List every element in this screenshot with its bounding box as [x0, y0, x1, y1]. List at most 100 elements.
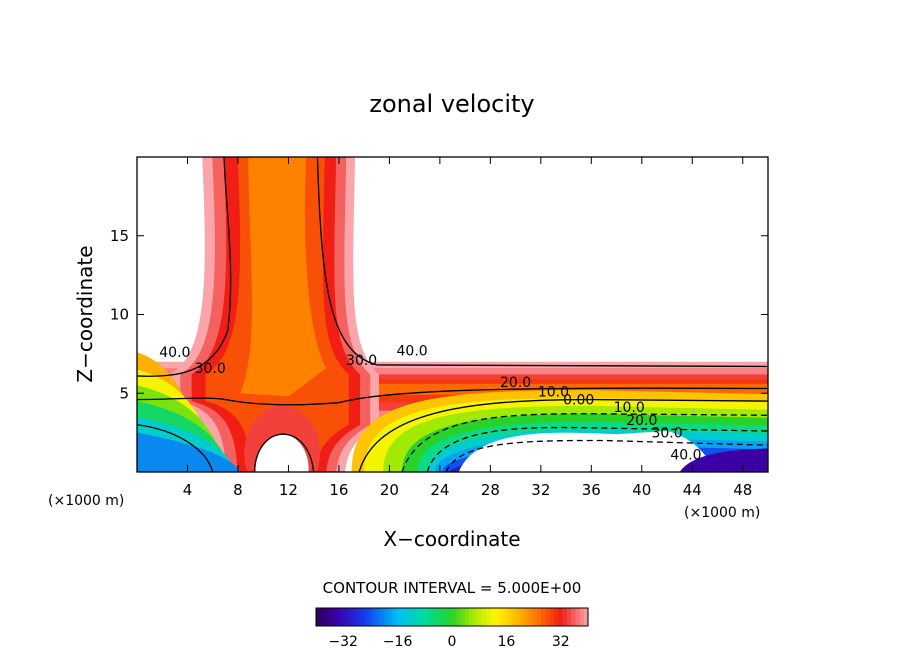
colorbar-cell — [320, 608, 325, 626]
contour-band — [137, 383, 768, 395]
colorbar-cell — [507, 608, 512, 626]
colorbar-cell — [333, 608, 338, 626]
colorbar-cell — [358, 608, 364, 626]
x-axis: 4 8 12 16 20 24 28 32 36 40 44 48 — [183, 157, 752, 499]
colorbar-cell — [430, 608, 436, 626]
colorbar-cell — [520, 608, 525, 626]
contour-label: 20.0 — [500, 375, 531, 391]
y-tick-label: 10 — [110, 306, 129, 324]
colorbar-cell — [426, 608, 432, 626]
colorbar-cell — [409, 608, 415, 626]
y-tick-label: 5 — [119, 384, 129, 402]
colorbar-cell — [494, 608, 500, 626]
colorbar-cell — [477, 608, 483, 626]
contour-label: 10.0 — [538, 384, 569, 400]
colorbar-cell — [558, 608, 563, 626]
contour-label-layer: 40.030.0 30.040.020.010.00.00 10.020.030.0… — [159, 343, 701, 463]
colorbar-cell — [413, 608, 419, 626]
colorbar: −32 −16 0 16 32 — [315, 607, 589, 650]
colorbar-tick-label: 0 — [448, 634, 457, 650]
colorbar-cell — [490, 608, 495, 626]
contour-line — [401, 413, 768, 472]
x-tick-label: 48 — [733, 481, 752, 499]
colorbar-cell — [362, 608, 368, 626]
contour-label: 10.0 — [614, 400, 645, 416]
x-tick-label: 8 — [233, 481, 243, 499]
colorbar-ticks: −32 −16 0 16 32 — [328, 634, 569, 650]
colorbar-cell — [571, 608, 576, 626]
contour-fill-layer — [137, 157, 768, 472]
contour-band — [240, 157, 327, 397]
colorbar-cell — [337, 608, 342, 626]
colorbar-cell — [481, 608, 487, 626]
colorbar-cell — [375, 608, 381, 626]
colorbar-cell — [388, 608, 393, 626]
colorbar-tick-label: −16 — [383, 634, 413, 650]
colorbar-cell — [384, 608, 389, 626]
colorbar-cell — [537, 608, 542, 626]
x-unit-left: (×1000 m) — [48, 493, 124, 509]
colorbar-cell — [541, 608, 546, 626]
colorbar-cell — [367, 608, 372, 626]
colorbar-cell — [316, 608, 321, 626]
contour-line — [137, 424, 214, 472]
colorbar-cell — [341, 608, 347, 626]
colorbar-cell — [354, 608, 359, 626]
colorbar-cell — [396, 608, 402, 626]
contour-label: 40.0 — [670, 447, 701, 463]
colorbar-cell — [532, 608, 538, 626]
x-unit-right: (×1000 m) — [684, 505, 760, 521]
colorbar-cell — [528, 608, 534, 626]
contour-band — [255, 434, 309, 472]
colorbar-cell — [328, 608, 334, 626]
colorbar-tick-label: −32 — [328, 634, 358, 650]
colorbar-cell — [549, 608, 555, 626]
colorbar-cell — [498, 608, 504, 626]
colorbar-cell — [456, 608, 461, 626]
colorbar-cell — [345, 608, 351, 626]
colorbar-cell — [473, 608, 478, 626]
colorbar-cell — [566, 608, 572, 626]
x-tick-label: 32 — [531, 481, 550, 499]
colorbar-cell — [435, 608, 440, 626]
contour-label: 30.0 — [651, 425, 682, 441]
contour-label: 40.0 — [159, 345, 190, 361]
x-tick-label: 12 — [279, 481, 298, 499]
plot-area: 40.030.0 30.040.020.010.00.00 10.020.030.0… — [110, 156, 769, 499]
colorbar-cell — [439, 608, 444, 626]
chart-title: zonal velocity — [369, 90, 534, 118]
colorbar-cell — [515, 608, 521, 626]
y-axis-title: Z−coordinate — [73, 245, 97, 382]
contour-band — [679, 448, 768, 472]
contour-line — [137, 387, 768, 406]
contour-line — [358, 398, 768, 472]
colorbar-tick-label: 16 — [497, 634, 515, 650]
contour-label: 30.0 — [195, 361, 226, 377]
colorbar-cell — [554, 608, 559, 626]
colorbar-cell — [511, 608, 517, 626]
colorbar-cell — [579, 608, 585, 626]
y-axis: 5 10 15 — [110, 227, 768, 402]
colorbar-cell — [503, 608, 508, 626]
colorbar-cell — [405, 608, 410, 626]
colorbar-cell — [371, 608, 376, 626]
colorbar-cell — [545, 608, 551, 626]
x-tick-label: 16 — [329, 481, 348, 499]
colorbar-cells — [316, 608, 589, 626]
colorbar-cell — [486, 608, 491, 626]
colorbar-cell — [583, 608, 589, 626]
contour-interval-label: CONTOUR INTERVAL = 5.000E+00 — [323, 579, 582, 597]
contour-label: 40.0 — [397, 343, 428, 359]
contour-label: 0.00 — [563, 392, 594, 408]
colorbar-cell — [422, 608, 427, 626]
contour-line — [426, 426, 768, 472]
x-tick-label: 20 — [380, 481, 399, 499]
x-tick-label: 28 — [481, 481, 500, 499]
colorbar-cell — [324, 608, 330, 626]
contour-band — [137, 432, 241, 472]
colorbar-cell — [452, 608, 457, 626]
colorbar-cell — [562, 608, 568, 626]
colorbar-frame — [315, 607, 589, 627]
colorbar-tick-label: 32 — [552, 634, 570, 650]
